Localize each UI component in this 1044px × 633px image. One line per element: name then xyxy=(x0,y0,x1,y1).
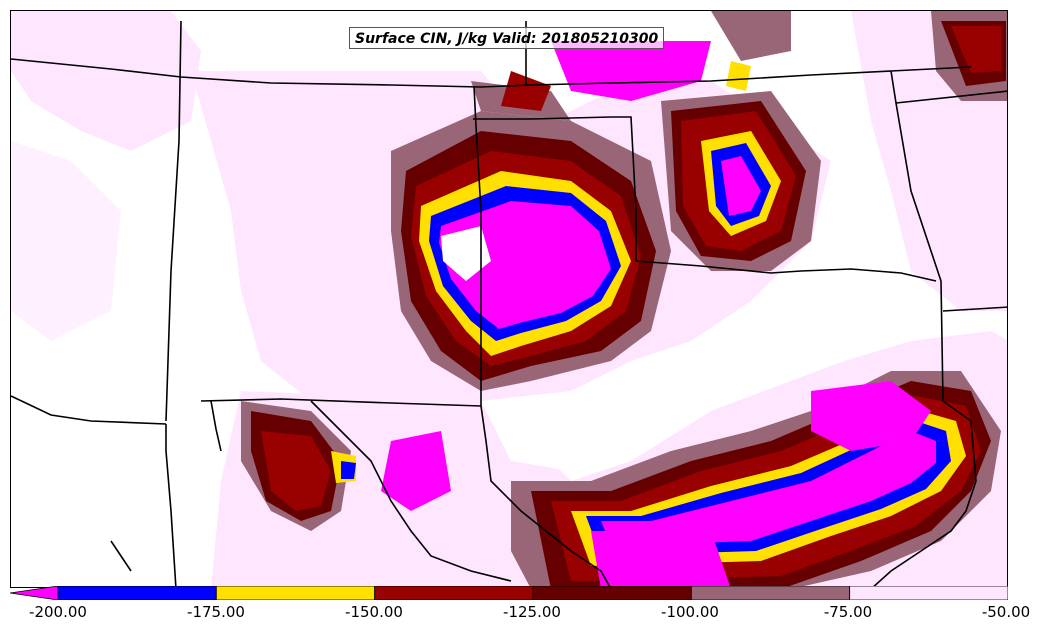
state-boundaries xyxy=(11,20,1007,587)
colorbar-svg xyxy=(10,586,1008,600)
colorbar-tick: -100.00 xyxy=(661,603,719,621)
colorbar-tick: -50.00 xyxy=(981,603,1031,621)
colorbar-bin xyxy=(57,586,217,600)
colorbar-bin xyxy=(849,586,1008,600)
colorbar xyxy=(10,586,1008,600)
colorbar-tick: -150.00 xyxy=(345,603,403,621)
colorbar-bin xyxy=(215,586,376,600)
colorbar-tick: -75.00 xyxy=(823,603,873,621)
colorbar-tick: -125.00 xyxy=(503,603,561,621)
colorbar-bin xyxy=(690,586,851,600)
colorbar-bin xyxy=(374,586,534,600)
cin-clear-areas xyxy=(11,11,911,587)
colorbar-bin xyxy=(532,586,692,600)
colorbar-tick: -175.00 xyxy=(187,603,245,621)
map-panel: Surface CIN, J/kg Valid: 201805210300 xyxy=(10,10,1008,588)
map-title: Surface CIN, J/kg Valid: 201805210300 xyxy=(349,27,665,49)
colorbar-under-triangle xyxy=(10,586,59,600)
colorbar-tick: -200.00 xyxy=(29,603,87,621)
cin-map xyxy=(11,11,1007,587)
